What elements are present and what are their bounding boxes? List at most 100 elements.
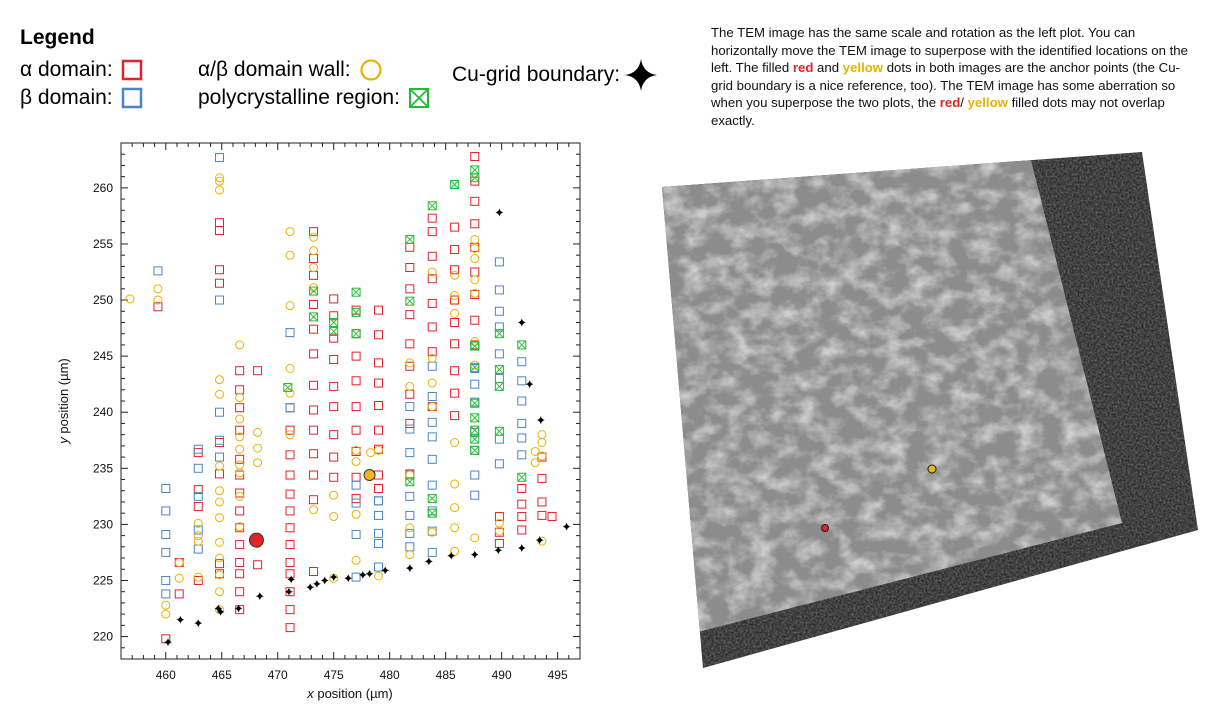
point-beta	[517, 418, 527, 428]
point-alpha	[351, 376, 361, 386]
point-beta	[161, 547, 171, 557]
point-beta	[427, 432, 437, 442]
point-alpha	[405, 310, 415, 320]
point-poly	[494, 329, 504, 339]
tem-image-frame	[662, 152, 1198, 668]
legend-symbol-wall-circle	[360, 59, 382, 81]
point-wall	[537, 536, 547, 546]
point-beta	[285, 328, 295, 338]
point-alpha	[494, 538, 504, 548]
point-wall	[153, 284, 163, 294]
point-beta	[193, 544, 203, 554]
point-grid	[344, 574, 353, 583]
point-alpha	[285, 470, 295, 480]
point-grid	[287, 575, 296, 584]
point-wall	[235, 393, 245, 403]
point-beta	[351, 529, 361, 539]
point-alpha	[309, 405, 319, 415]
point-alpha	[329, 294, 339, 304]
point-beta	[161, 529, 171, 539]
point-beta	[193, 491, 203, 501]
point-alpha	[537, 497, 547, 507]
point-beta	[373, 562, 383, 572]
x-tick-label: 470	[268, 668, 288, 682]
tem-image	[662, 152, 1198, 668]
point-alpha	[309, 470, 319, 480]
point-alpha	[215, 265, 225, 275]
point-poly	[351, 307, 361, 317]
point-beta	[470, 490, 480, 500]
point-beta	[427, 417, 437, 427]
point-beta	[427, 480, 437, 490]
series-wall	[125, 173, 547, 619]
point-alpha	[329, 333, 339, 343]
point-beta	[427, 361, 437, 371]
point-wall	[125, 294, 135, 304]
point-wall	[215, 173, 225, 183]
point-alpha	[470, 219, 480, 229]
legend-symbol-alpha-square	[121, 59, 142, 81]
legend: Legend α domain: β domain: α/β domain wa…	[0, 0, 700, 125]
point-wall	[215, 389, 225, 399]
point-wall	[285, 301, 295, 311]
point-beta	[193, 444, 203, 454]
point-alpha	[373, 358, 383, 368]
note-red-word-2: red	[939, 95, 961, 110]
point-wall	[253, 427, 263, 437]
note-yellow-word: yellow	[842, 60, 884, 75]
point-beta	[405, 491, 415, 501]
point-beta	[215, 435, 225, 445]
x-tick-label: 460	[156, 668, 176, 682]
point-wall	[215, 537, 225, 547]
point-alpha	[517, 499, 527, 509]
point-poly	[470, 445, 480, 455]
point-alpha	[329, 311, 339, 321]
point-alpha	[285, 569, 295, 579]
point-alpha	[235, 366, 245, 376]
point-beta	[215, 407, 225, 417]
point-alpha	[329, 402, 339, 412]
point-alpha	[373, 378, 383, 388]
point-poly	[470, 413, 480, 423]
x-axis-label: x position (µm)	[306, 686, 393, 701]
point-alpha	[193, 485, 203, 495]
point-beta	[153, 266, 163, 276]
series-poly	[283, 165, 527, 518]
point-wall	[470, 275, 480, 285]
point-poly	[351, 287, 361, 297]
point-wall	[309, 505, 319, 515]
point-poly	[309, 312, 319, 322]
x-tick-label: 490	[492, 668, 512, 682]
point-beta	[373, 538, 383, 548]
point-beta	[351, 572, 361, 582]
y-tick-label: 220	[93, 630, 113, 644]
legend-symbol-beta-square	[121, 87, 142, 109]
point-alpha	[285, 605, 295, 615]
y-tick-label: 255	[93, 237, 113, 251]
point-wall	[427, 353, 437, 363]
point-poly	[405, 234, 415, 244]
point-wall	[215, 375, 225, 385]
point-alpha	[329, 381, 339, 391]
point-alpha	[450, 245, 460, 255]
point-wall	[427, 267, 437, 277]
point-wall	[427, 378, 437, 388]
point-beta	[215, 153, 225, 163]
point-wall	[193, 531, 203, 541]
y-tick-label: 250	[93, 293, 113, 307]
note-text-5: filled dots may not overlap exactly.	[711, 95, 1165, 128]
point-beta	[517, 450, 527, 460]
point-beta	[351, 480, 361, 490]
point-poly	[517, 340, 527, 350]
point-beta	[285, 403, 295, 413]
point-alpha	[285, 489, 295, 499]
point-poly	[309, 286, 319, 296]
point-wall	[235, 444, 245, 454]
point-alpha	[450, 295, 460, 305]
point-wall	[470, 243, 480, 253]
legend-label-poly: polycrystalline region:	[198, 86, 400, 109]
x-tick-label: 480	[380, 668, 400, 682]
point-alpha	[153, 302, 163, 312]
red-anchor-point	[248, 532, 264, 548]
point-alpha	[373, 305, 383, 315]
